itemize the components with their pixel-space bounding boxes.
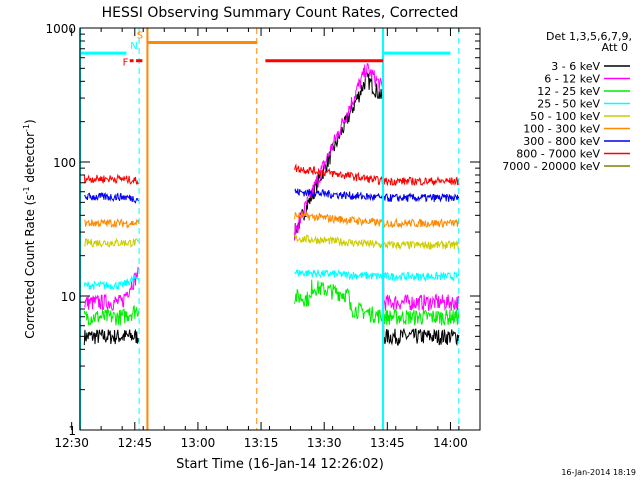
- y-tick-label: 1000: [45, 22, 76, 36]
- legend-label: 7000 - 20000 keV: [502, 160, 600, 173]
- legend-label: 12 - 25 keV: [537, 85, 600, 98]
- series-line-pre-1: [83, 266, 140, 311]
- legend-label: 50 - 100 keV: [530, 110, 600, 123]
- y-tick-label: 1: [68, 424, 76, 438]
- series-line-post-6: [294, 188, 460, 203]
- series-line-post-4: [294, 234, 460, 251]
- series-line-pre-4: [83, 237, 139, 248]
- x-tick-label: 12:45: [118, 436, 153, 450]
- y-axis-label: Corrected Count Rate (s-1 detector-1): [22, 119, 37, 338]
- legend-label: 25 - 50 keV: [537, 98, 600, 111]
- x-tick-label: 14:00: [433, 436, 468, 450]
- series-line-pre-7: [83, 173, 139, 185]
- series-line-pre-5: [84, 218, 140, 230]
- chart-title: HESSI Observing Summary Count Rates, Cor…: [102, 5, 459, 21]
- x-tick-label: 12:30: [54, 436, 89, 450]
- series-line-pre-3: [83, 274, 140, 291]
- series-line-post-3: [294, 268, 460, 283]
- x-tick-label: 13:15: [244, 436, 279, 450]
- legend-header-detectors: Det 1,3,5,6,7,9,: [546, 30, 632, 43]
- series-line-pre-2: [83, 305, 140, 326]
- flag-label-n: N: [130, 41, 137, 52]
- y-tick-label: 100: [53, 156, 76, 170]
- legend-header-attenuator: Att 0: [602, 41, 628, 54]
- series-line-post-2: [294, 279, 460, 326]
- legend-label: 6 - 12 keV: [544, 73, 600, 86]
- x-axis-label: Start Time (16-Jan-14 12:26:02): [176, 457, 384, 472]
- y-tick-label: 10: [61, 290, 76, 304]
- legend-label: 100 - 300 keV: [523, 123, 600, 136]
- series-line-post-0: [294, 71, 460, 347]
- flag-label-s: S: [137, 30, 143, 41]
- plot-frame: [79, 27, 481, 431]
- legend-label: 800 - 7000 keV: [516, 148, 600, 161]
- x-tick-label: 13:00: [181, 436, 216, 450]
- legend-label: 300 - 800 keV: [523, 135, 600, 148]
- x-tick-label: 13:45: [370, 436, 405, 450]
- series-line-pre-6: [84, 192, 139, 204]
- x-tick-label: 13:30: [307, 436, 342, 450]
- flag-label-f: F: [123, 58, 129, 69]
- legend-label: 3 - 6 keV: [551, 60, 600, 73]
- series-line-post-1: [294, 63, 460, 311]
- series-line-pre-0: [83, 328, 140, 346]
- series-line-post-7: [294, 163, 460, 187]
- footer-timestamp: 16-Jan-2014 18:19: [561, 468, 636, 477]
- series-line-post-5: [294, 211, 460, 229]
